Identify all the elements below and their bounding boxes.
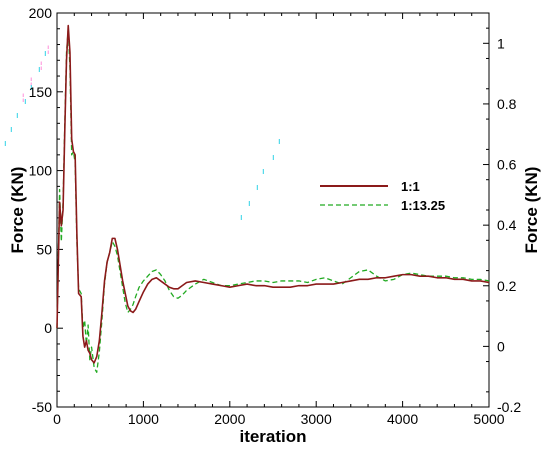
stray-marker-cyan: ı [240,212,243,222]
series-layer [56,24,490,373]
right-axis-tick-label: 0.2 [497,278,517,294]
left-axis-tick-label: 150 [29,84,53,100]
stray-marker-cyan: ı [16,110,19,120]
right-axis-ticks: -0.2 0 0.2 0.4 0.6 0.8 1 [483,27,521,415]
stray-marker-cyan: ı [256,182,259,192]
right-axis-tick-label: 0.4 [497,217,517,233]
x-axis-ticks: 0 1000 2000 3000 4000 5000 [53,13,505,427]
stray-marker-cyan: ı [4,138,7,148]
right-y-axis-title: Force (KN) [522,167,541,254]
x-axis-tick-label: 2000 [214,411,245,427]
x-axis-tick-label: 0 [53,411,61,427]
stray-marker-pink: ¦ [47,44,49,54]
left-y-axis-title: Force (KN) [8,167,27,254]
stray-marker-cyan: ı [10,124,13,134]
stray-marker-cyan: ı [248,198,251,208]
series-line-1-1 [56,24,490,364]
stray-marker-cyan: ı [44,48,47,58]
stray-marker-cyan: ı [272,152,275,162]
stray-marker-cyan: ı [262,166,265,176]
legend: 1:1 1:13.25 [320,179,445,213]
stray-marker-cyan: ı [24,96,27,106]
right-axis-tick-label: 1 [497,35,505,51]
x-axis-tick-label: 5000 [473,411,504,427]
left-axis-tick-label: 100 [29,163,53,179]
stray-marker-cyan: ı [30,82,33,92]
left-axis-tick-label: 200 [29,5,53,21]
right-axis-tick-label: 0 [497,338,505,354]
right-axis-tick-label: -0.2 [497,399,521,415]
stray-marker-cyan: ı [38,64,41,74]
x-axis-tick-label: 1000 [128,411,159,427]
stray-marker-pink: ¦ [40,60,42,70]
left-axis-tick-label: -50 [32,399,52,415]
right-axis-tick-label: 0.8 [497,96,517,112]
stray-marker-cyan: ı [278,136,281,146]
left-axis-ticks: -50 0 50 100 150 200 [29,5,63,415]
legend-label-1-1: 1:1 [401,179,420,194]
right-axis-tick-label: 0.6 [497,157,517,173]
left-axis-tick-label: 0 [44,320,52,336]
legend-label-1-13-25: 1:13.25 [401,198,445,213]
x-axis-title: iteration [239,427,306,446]
x-axis-tick-label: 4000 [387,411,418,427]
x-axis-tick-label: 3000 [301,411,332,427]
stray-marker-pink: ¦ [30,76,32,86]
stray-marker-pink: ¦ [22,92,24,102]
left-axis-tick-label: 50 [36,241,52,257]
